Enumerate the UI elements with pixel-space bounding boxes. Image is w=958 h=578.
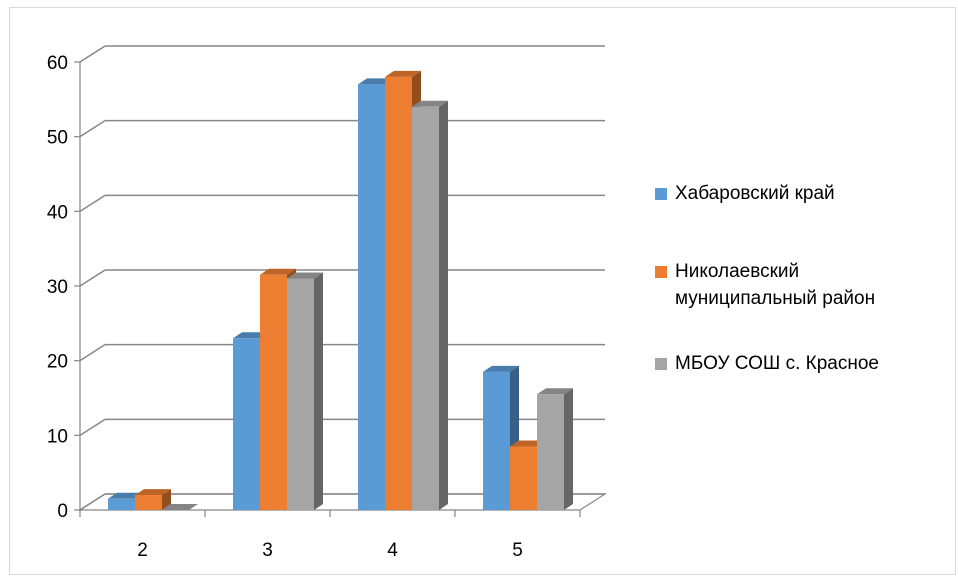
- legend-item: Николаевский муниципальный район: [655, 258, 955, 312]
- y-tick-label: 10: [47, 426, 68, 447]
- bar: [135, 489, 171, 510]
- legend-item: Хабаровский край: [655, 180, 955, 207]
- x-tick-label: 3: [262, 540, 273, 561]
- legend-swatch: [655, 188, 667, 200]
- legend-swatch: [655, 266, 667, 278]
- legend-label: Николаевский муниципальный район: [675, 261, 876, 309]
- x-tick-label: 2: [137, 540, 148, 561]
- y-tick-label: 20: [47, 352, 68, 373]
- bar: [162, 504, 198, 510]
- bar: [412, 100, 448, 511]
- legend-label: Хабаровский край: [675, 183, 835, 204]
- legend-swatch: [655, 358, 667, 370]
- y-tick-label: 30: [47, 277, 68, 298]
- legend-item: МБОУ СОШ с. Красное: [655, 350, 955, 377]
- gridline-depth: [79, 344, 106, 362]
- gridline-depth: [79, 194, 106, 212]
- chart-frame: [9, 7, 956, 575]
- y-tick-label: 0: [57, 501, 68, 522]
- gridline-depth: [79, 269, 106, 287]
- bars: [108, 70, 573, 511]
- gridline-depth: [79, 120, 106, 138]
- y-tick-label: 60: [47, 53, 68, 74]
- x-tick-label: 4: [387, 540, 398, 561]
- y-tick-labels: 0 10 20 30 40 50 60: [47, 53, 68, 522]
- bar: [287, 272, 323, 510]
- x-tick-label: 5: [512, 540, 523, 561]
- bar: [537, 388, 573, 510]
- y-tick-label: 50: [47, 128, 68, 149]
- y-tick-label: 40: [47, 202, 68, 223]
- gridlines: [79, 45, 605, 511]
- legend-label: МБОУ СОШ с. Красное: [675, 353, 879, 374]
- gridline-depth: [79, 45, 106, 63]
- gridline-depth: [79, 418, 106, 436]
- x-tick-labels: 2 3 4 5: [137, 540, 523, 561]
